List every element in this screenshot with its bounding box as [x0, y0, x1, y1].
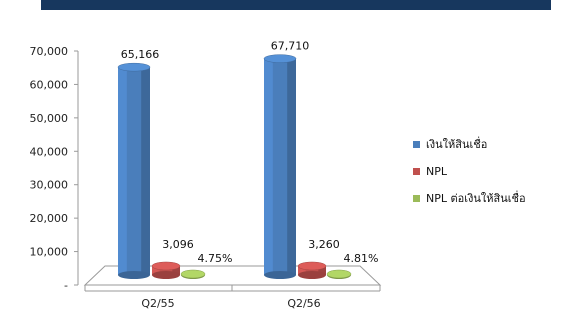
- x-tick-label: Q2/56: [287, 297, 320, 310]
- bar-highlight: [298, 266, 306, 275]
- legend-swatch-loans: [413, 140, 420, 148]
- bar-body: [298, 266, 326, 275]
- x-tick-label: Q2/55: [141, 297, 174, 310]
- legend-swatch-npl: [413, 167, 420, 175]
- y-tick-label: 10,000: [30, 246, 69, 259]
- bar-shadow: [172, 266, 180, 275]
- data-label: 4.75%: [198, 252, 233, 265]
- bar-highlight: [264, 58, 273, 275]
- legend-label-loans: เงินให้สินเชื่อ: [426, 138, 488, 151]
- bar-bottom: [118, 271, 150, 279]
- bar-highlight: [118, 67, 127, 276]
- data-label: 3,260: [308, 238, 340, 251]
- y-tick-label: 60,000: [30, 78, 69, 91]
- legend-item-npl: NPL: [413, 164, 563, 178]
- bar-highlight: [152, 266, 160, 275]
- data-label: 67,710: [271, 40, 310, 53]
- legend-swatch-npl-ratio: [413, 194, 420, 202]
- data-label: 3,096: [162, 238, 194, 251]
- y-tick-label: 30,000: [30, 179, 69, 192]
- y-tick-label: 40,000: [30, 145, 69, 158]
- bar-body: [152, 266, 180, 275]
- bar-top: [297, 261, 327, 271]
- legend: เงินให้สินเชื่อ NPL NPL ต่อเงินให้สินเชื…: [413, 137, 563, 218]
- data-label: 65,166: [121, 48, 160, 61]
- y-tick-label: 70,000: [30, 45, 69, 58]
- y-tick-label: -: [64, 279, 68, 292]
- legend-label-npl-ratio: NPL ต่อเงินให้สินเชื่อ: [426, 192, 526, 205]
- bar-top: [117, 62, 151, 72]
- legend-item-loans: เงินให้สินเชื่อ: [413, 137, 563, 151]
- legend-item-npl-ratio: NPL ต่อเงินให้สินเชื่อ: [413, 191, 563, 205]
- legend-label-npl: NPL: [426, 164, 447, 178]
- header-bar: [41, 0, 551, 10]
- bar-shadow: [318, 266, 326, 275]
- bar-bottom: [152, 271, 180, 279]
- y-tick-label: 50,000: [30, 112, 69, 125]
- bar-top: [263, 54, 297, 63]
- bar-shadow: [141, 67, 150, 276]
- bar-top: [180, 269, 206, 279]
- y-tick-label: 20,000: [30, 212, 69, 225]
- bar-bottom: [264, 271, 296, 279]
- bar-bottom: [298, 271, 326, 279]
- bar-shadow: [287, 58, 296, 275]
- bar-top: [326, 269, 352, 279]
- bar-top: [151, 261, 181, 271]
- data-label: 4.81%: [344, 252, 379, 265]
